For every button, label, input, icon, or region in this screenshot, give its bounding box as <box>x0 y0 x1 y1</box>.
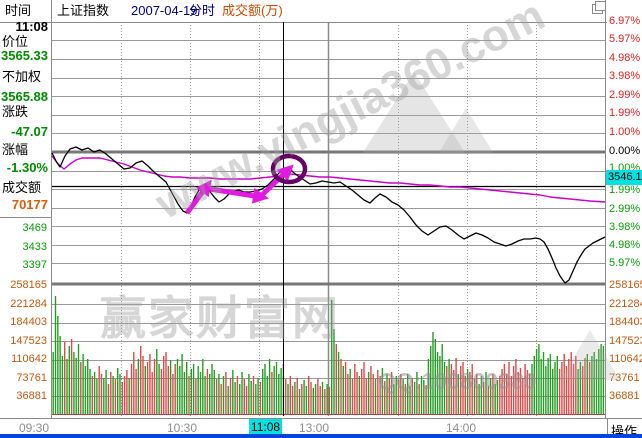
chart-date: 2007-04-19 <box>131 3 198 18</box>
volume-axis-label: 184403 <box>10 316 47 328</box>
volume-axis-label: 258165 <box>10 279 47 291</box>
price-axis-label: 3397 <box>22 259 47 271</box>
volume-axis-label: 221284 <box>10 298 47 310</box>
price-axis-label: 3469 <box>22 222 47 234</box>
volume-axis-label: 258165 <box>609 279 642 291</box>
quote-field-value: 3565.33 <box>1 48 48 63</box>
time-axis-label: 10:30 <box>167 421 198 435</box>
time-axis-label: 13:00 <box>299 421 330 435</box>
quote-field-label: 价位 <box>2 34 29 49</box>
volume-axis-label: 110642 <box>11 353 47 365</box>
volume-axis-label: 73761 <box>609 372 640 384</box>
percent-axis-label: 2.99% <box>609 89 641 101</box>
restore-window-icon[interactable] <box>592 1 606 14</box>
volume-axis-label: 221284 <box>609 298 642 310</box>
percent-axis-label: 3.98% <box>609 221 641 233</box>
percent-axis-label: 1.00% <box>609 126 641 138</box>
crosshair-time-box: 11:08 <box>249 419 282 436</box>
percent-axis-label: 6.97% <box>609 15 641 27</box>
volume-axis-label: 36881 <box>609 390 640 402</box>
volume-header[interactable]: 成交额(万) <box>222 3 283 18</box>
percent-axis-label: 1.99% <box>609 107 641 119</box>
percent-axis-label: 5.97% <box>609 33 641 45</box>
percent-axis-label: 4.98% <box>609 52 641 64</box>
volume-axis-label: 184403 <box>609 316 642 328</box>
percent-axis-label: 0.00% <box>609 145 641 157</box>
quote-field-value: -47.07 <box>11 124 48 139</box>
quote-field-value: 11:08 <box>15 19 48 34</box>
volume-axis-label: 147523 <box>10 335 47 347</box>
chart-mode[interactable]: 分时 <box>189 3 216 18</box>
percent-axis-label: 4.98% <box>609 239 641 251</box>
percent-axis-label: 3.98% <box>609 70 641 82</box>
volume-axis-label: 110642 <box>609 353 642 365</box>
volume-axis-label: 73761 <box>16 372 47 384</box>
index-name[interactable]: 上证指数 <box>57 3 110 18</box>
volume-axis-label: 36881 <box>16 390 47 402</box>
quote-field-label: 涨跌 <box>2 104 29 119</box>
percent-axis-label: 5.97% <box>609 257 641 269</box>
volume-axis-label: 147523 <box>609 335 642 347</box>
percent-axis-label: 1.99% <box>609 184 641 196</box>
window-bottom-border <box>0 434 642 438</box>
quote-field-value: 3565.88 <box>1 89 48 104</box>
crosshair-price-box: 3546.1 <box>606 170 642 185</box>
percent-axis-label: 2.99% <box>609 203 641 215</box>
quote-field-value: -1.30% <box>6 160 48 175</box>
quote-field-label: 涨幅 <box>2 142 29 157</box>
price-axis-label: 3433 <box>22 241 47 253</box>
time-column-header: 时间 <box>5 3 32 18</box>
quote-field-value: 70177 <box>11 197 48 212</box>
time-axis-label: 14:00 <box>446 421 477 435</box>
quote-field-label: 不加权 <box>2 69 42 84</box>
time-axis-label: 09:30 <box>19 421 50 435</box>
quote-field-label: 成交额 <box>2 180 42 195</box>
